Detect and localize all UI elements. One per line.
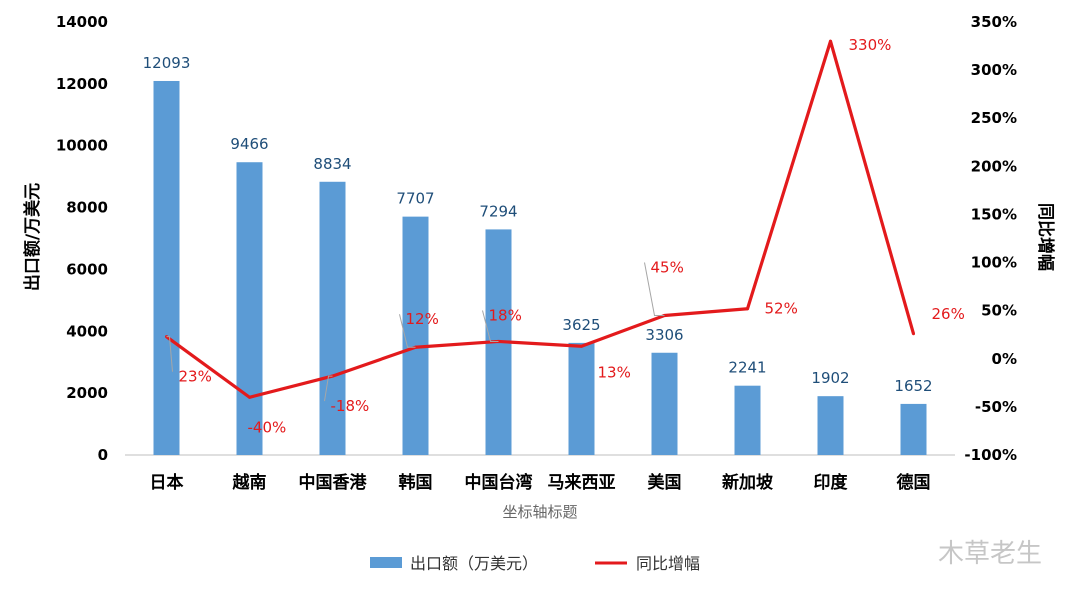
y-tick-label: 6000: [66, 260, 108, 278]
bar: [402, 216, 429, 455]
label-leader: [324, 375, 333, 402]
right-axis-ticks: -100% -50% 0% 50% 100% 150% 200% 250% 300% 350%: [964, 13, 1017, 464]
bar: [900, 403, 927, 455]
left-axis-ticks: 0 2000 4000 6000 8000 10000 12000 14000: [56, 13, 108, 464]
category-label: 美国: [648, 472, 682, 493]
label-leader: [399, 314, 416, 348]
bars: [153, 80, 927, 456]
line-labels: 23% -40% -18% 12% 18% 13% 45% 52% 330% 26%: [179, 36, 965, 436]
category-label: 印度: [814, 472, 849, 493]
y-tick-label: 10000: [56, 137, 108, 155]
line-value-label: 23%: [179, 368, 212, 386]
label-leader: [482, 310, 499, 342]
line-value-label: 18%: [489, 306, 522, 324]
line-path: [165, 39, 916, 399]
line-value-label: 52%: [765, 300, 798, 318]
y2-axis-title: 同比增幅: [1035, 203, 1056, 271]
watermark: 木草老生: [938, 539, 1042, 569]
bar: [319, 181, 346, 456]
y-tick-label: 2000: [66, 384, 108, 402]
y2-tick-label: 250%: [971, 109, 1017, 127]
bar-value-label: 8834: [313, 155, 351, 173]
y-tick-label: 8000: [66, 199, 108, 217]
bar-value-label: 9466: [230, 135, 268, 153]
bar: [651, 352, 678, 455]
category-label: 德国: [897, 472, 931, 493]
y-axis-title: 出口额/万美元: [22, 183, 43, 291]
category-label: 日本: [150, 472, 184, 493]
y2-tick-label: 300%: [971, 61, 1017, 79]
line-point: [580, 344, 583, 348]
bar-value-label: 1902: [811, 369, 849, 387]
label-leader: [166, 336, 173, 372]
y2-tick-label: 50%: [981, 302, 1017, 320]
label-leader: [644, 262, 665, 316]
bar: [236, 162, 263, 455]
y2-tick-label: 150%: [971, 205, 1017, 223]
bar-value-label: 3625: [562, 316, 600, 334]
line-value-label: 330%: [849, 36, 892, 54]
category-labels: 日本 越南 中国香港 韩国 中国台湾 马来西亚 美国 新加坡 印度 德国: [150, 472, 931, 493]
y2-tick-label: 100%: [971, 254, 1017, 272]
label-leaders: [166, 262, 665, 402]
bar-value-label: 1652: [894, 377, 932, 395]
line-value-label: 13%: [598, 363, 631, 381]
legend: 出口额（万美元） 同比增幅: [370, 554, 700, 573]
line-value-label: 12%: [406, 310, 439, 328]
x-axis-title: 坐标轴标题: [502, 503, 577, 521]
line-point: [912, 332, 915, 336]
line-value-label: 26%: [932, 305, 965, 323]
y2-tick-label: -100%: [964, 446, 1017, 464]
bar: [568, 342, 595, 455]
line-value-label: 45%: [651, 258, 684, 276]
y-tick-label: 14000: [56, 13, 108, 31]
line-point: [746, 307, 749, 311]
bar-labels: 12093 9466 8834 7707 7294 3625 3306 2241 1902 165…: [143, 54, 933, 395]
y-tick-label: 0: [98, 446, 108, 464]
y2-tick-label: 350%: [971, 13, 1017, 31]
category-label: 中国台湾: [465, 472, 533, 493]
legend-swatch-bar: [370, 557, 402, 568]
y2-tick-label: 200%: [971, 157, 1017, 175]
category-label: 越南: [232, 472, 267, 493]
y-tick-label: 4000: [66, 322, 108, 340]
bar-value-label: 7294: [479, 202, 517, 220]
legend-label-line: 同比增幅: [636, 554, 700, 573]
line-point: [829, 39, 832, 43]
bar: [734, 385, 761, 455]
y2-tick-label: -50%: [975, 398, 1017, 416]
legend-label-bar: 出口额（万美元）: [410, 554, 538, 573]
y2-tick-label: 0%: [992, 350, 1017, 368]
bar: [817, 396, 844, 455]
category-label: 韩国: [399, 472, 433, 493]
category-label: 马来西亚: [548, 472, 616, 493]
bar-value-label: 2241: [728, 359, 766, 377]
category-label: 新加坡: [722, 472, 773, 493]
y-tick-label: 12000: [56, 75, 108, 93]
bar-value-label: 3306: [645, 326, 683, 344]
line-value-label: -40%: [248, 418, 287, 436]
bar-value-label: 7707: [396, 190, 434, 208]
line-series: [165, 39, 916, 399]
line-point: [248, 395, 251, 399]
bar: [153, 80, 180, 456]
bar-value-label: 12093: [143, 54, 191, 72]
line-value-label: -18%: [331, 397, 370, 415]
category-label: 中国香港: [299, 472, 368, 493]
